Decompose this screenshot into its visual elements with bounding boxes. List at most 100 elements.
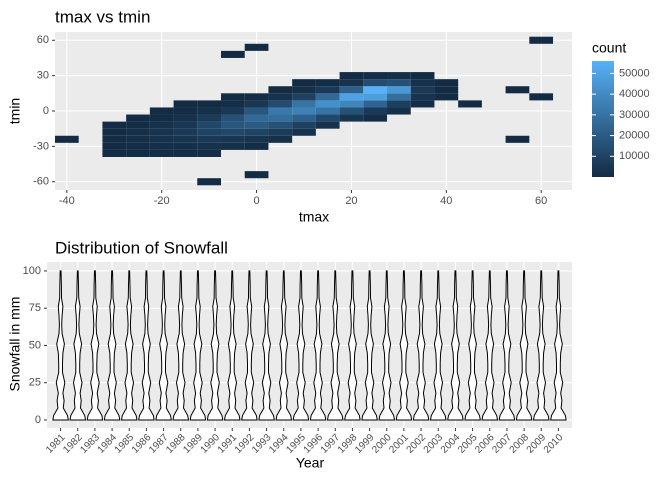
y-tick-label: 60: [37, 34, 49, 46]
violin: [189, 270, 207, 421]
y-axis-title: Snowfall in mm: [7, 297, 23, 392]
bin: [173, 135, 198, 143]
bin: [363, 79, 388, 87]
violin: [241, 270, 258, 421]
bin: [363, 107, 388, 115]
bin: [244, 107, 269, 115]
bin: [339, 107, 364, 115]
bin: [434, 93, 459, 101]
bin: [197, 149, 222, 157]
bin: [434, 79, 459, 87]
y-axis-title: tmin: [7, 98, 23, 124]
x-tick-label: 2010: [542, 432, 566, 456]
legend-label: 40000: [619, 88, 650, 100]
legend-label: 10000: [619, 150, 650, 162]
bin: [149, 142, 174, 150]
bin: [410, 93, 435, 101]
bin: [244, 100, 269, 108]
bin: [363, 72, 388, 80]
bin: [102, 121, 127, 129]
bin: [197, 114, 222, 122]
bin: [434, 86, 459, 94]
bin: [292, 93, 316, 101]
bin: [244, 43, 269, 51]
y-tick-label: 75: [29, 302, 41, 314]
bin: [244, 121, 269, 129]
violin: [86, 270, 104, 421]
bin: [363, 100, 388, 108]
bin: [292, 121, 316, 129]
violin: [120, 270, 138, 421]
bin: [315, 86, 340, 94]
bin: [197, 142, 222, 150]
bin: [102, 135, 127, 143]
bin: [268, 93, 293, 101]
bin: [102, 149, 127, 157]
bin: [149, 135, 174, 143]
violin: [498, 270, 516, 421]
bin: [221, 135, 245, 143]
violin: [447, 270, 464, 421]
bin: [149, 107, 174, 115]
bin: [197, 121, 222, 129]
bin: [505, 135, 530, 143]
bin: [363, 93, 388, 101]
bin: [221, 128, 245, 136]
bin: [173, 121, 198, 129]
bin: [387, 93, 411, 101]
bin: [292, 86, 316, 94]
bin: [339, 114, 364, 122]
bin: [410, 72, 435, 80]
bin: [363, 114, 388, 122]
bin: [221, 50, 245, 58]
bin: [244, 142, 269, 150]
bin: [268, 86, 293, 94]
bin: [197, 178, 222, 186]
bin: [197, 100, 222, 108]
violin: [532, 270, 550, 421]
bin: [197, 107, 222, 115]
violin: [326, 270, 344, 421]
bin: [268, 135, 293, 143]
bin: [315, 107, 340, 115]
bin: [410, 100, 435, 108]
violin: [292, 270, 310, 421]
bin: [244, 93, 269, 101]
bin: [339, 72, 364, 80]
bin: [387, 100, 411, 108]
legend-label: 50000: [619, 67, 650, 79]
bin: [173, 100, 198, 108]
bin: [268, 100, 293, 108]
bin: [268, 107, 293, 115]
bin: [268, 114, 293, 122]
bin: [244, 135, 269, 143]
x-axis-title: tmax: [299, 209, 329, 225]
bin: [339, 79, 364, 87]
bin: [221, 142, 245, 150]
violin: [550, 270, 567, 421]
bin: [244, 114, 269, 122]
x-tick-label: 20: [345, 195, 357, 207]
bin: [339, 86, 364, 94]
violin: [361, 270, 378, 421]
violin: [412, 270, 430, 421]
y-tick-label: 0: [43, 105, 49, 117]
violin: [138, 270, 155, 421]
violin: [395, 270, 413, 421]
legend-title: count: [592, 40, 626, 56]
violin: [464, 270, 481, 421]
bin: [126, 135, 150, 143]
y-tick-label: 50: [29, 339, 41, 351]
legend-label: 20000: [619, 129, 650, 141]
bin: [197, 135, 222, 143]
violin: [52, 270, 69, 421]
bin: [173, 107, 198, 115]
bin: [221, 114, 245, 122]
legend-label: 30000: [619, 109, 650, 121]
bin: [197, 128, 222, 136]
bin: [363, 86, 388, 94]
y-tick-label: -30: [33, 140, 49, 152]
bin: [292, 100, 316, 108]
